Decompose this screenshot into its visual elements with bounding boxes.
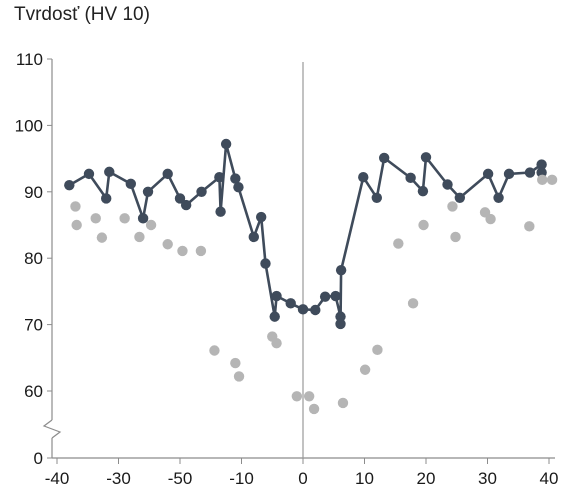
data-point-grey (96, 232, 108, 243)
data-point-grey (359, 364, 371, 375)
data-point (101, 193, 112, 204)
y-tick-label: 70 (24, 316, 43, 335)
data-point-grey (271, 337, 282, 349)
y-tick-label: 60 (24, 382, 43, 401)
data-point-grey (230, 357, 241, 369)
data-point (162, 168, 173, 180)
data-point-grey (291, 391, 303, 402)
data-point (233, 181, 244, 193)
data-point (271, 290, 282, 302)
data-point (64, 179, 75, 191)
data-point (285, 298, 296, 309)
data-point (260, 258, 271, 269)
data-point (214, 171, 225, 183)
data-point (358, 171, 369, 183)
data-point-grey (308, 403, 320, 415)
x-tick-label: 20 (417, 469, 436, 488)
x-tick-label: -40 (45, 469, 70, 488)
data-point (335, 264, 347, 276)
data-point-grey (162, 239, 173, 250)
data-point (142, 186, 154, 197)
data-point-grey (537, 174, 548, 186)
data-point-grey (524, 221, 535, 232)
data-point-grey (209, 345, 220, 356)
y-tick-label: 100 (15, 116, 43, 135)
data-point (248, 231, 259, 243)
data-point (215, 206, 226, 217)
data-point-grey (485, 213, 496, 225)
data-point (196, 186, 207, 197)
data-point-grey (407, 298, 419, 309)
x-tick-label: 30 (478, 469, 497, 488)
x-tick-label: -50 (168, 469, 193, 488)
data-point-grey (303, 391, 315, 402)
data-point (482, 168, 494, 180)
data-point-grey (393, 238, 404, 249)
data-point (417, 185, 429, 197)
data-point (524, 167, 536, 178)
data-point (335, 318, 346, 330)
x-tick-label: 40 (540, 469, 559, 488)
data-point (180, 199, 192, 211)
data-point-grey (90, 213, 101, 224)
data-point (83, 168, 95, 180)
data-point (378, 152, 390, 164)
data-point (536, 159, 547, 170)
x-tick-label: 10 (355, 469, 374, 488)
data-point-grey (546, 174, 558, 186)
chart-title: Tvrdosť (HV 10) (14, 4, 150, 25)
data-point-grey (450, 231, 461, 243)
data-point-grey (418, 219, 429, 231)
data-point (420, 152, 432, 163)
data-point-grey (119, 213, 130, 224)
data-point (493, 192, 504, 203)
y-tick-label: 80 (24, 249, 43, 268)
data-point (297, 304, 309, 315)
data-point-grey (447, 201, 458, 212)
data-point-grey (71, 219, 82, 231)
x-tick-label: -10 (229, 469, 254, 488)
data-point (255, 211, 267, 223)
data-point-grey (134, 231, 145, 243)
data-point-grey (337, 397, 349, 409)
data-point (405, 172, 416, 184)
data-point (125, 178, 136, 190)
data-point (137, 213, 149, 224)
data-point-grey (70, 201, 81, 212)
data-point-grey (145, 219, 157, 231)
data-point (174, 193, 186, 204)
data-point (330, 290, 341, 302)
y-tick-label: 110 (16, 50, 43, 69)
data-point-grey (233, 371, 245, 382)
data-point (454, 192, 466, 203)
data-point (503, 168, 515, 180)
y-tick-label: 90 (24, 183, 43, 202)
y-tick-label: 0 (34, 449, 43, 468)
data-point (269, 311, 280, 322)
data-point (310, 304, 321, 316)
y-axis-break-mark (42, 419, 62, 439)
data-point (220, 138, 232, 150)
data-point (230, 173, 241, 184)
data-point (319, 291, 331, 302)
x-tick-label: 0 (298, 469, 307, 488)
data-point (104, 166, 115, 178)
data-point (335, 311, 346, 322)
data-point (442, 179, 453, 190)
data-point-grey (177, 245, 188, 257)
data-point-grey (372, 344, 383, 356)
data-point (371, 192, 382, 203)
x-tick-label: -30 (106, 469, 131, 488)
data-point-grey (195, 245, 207, 257)
